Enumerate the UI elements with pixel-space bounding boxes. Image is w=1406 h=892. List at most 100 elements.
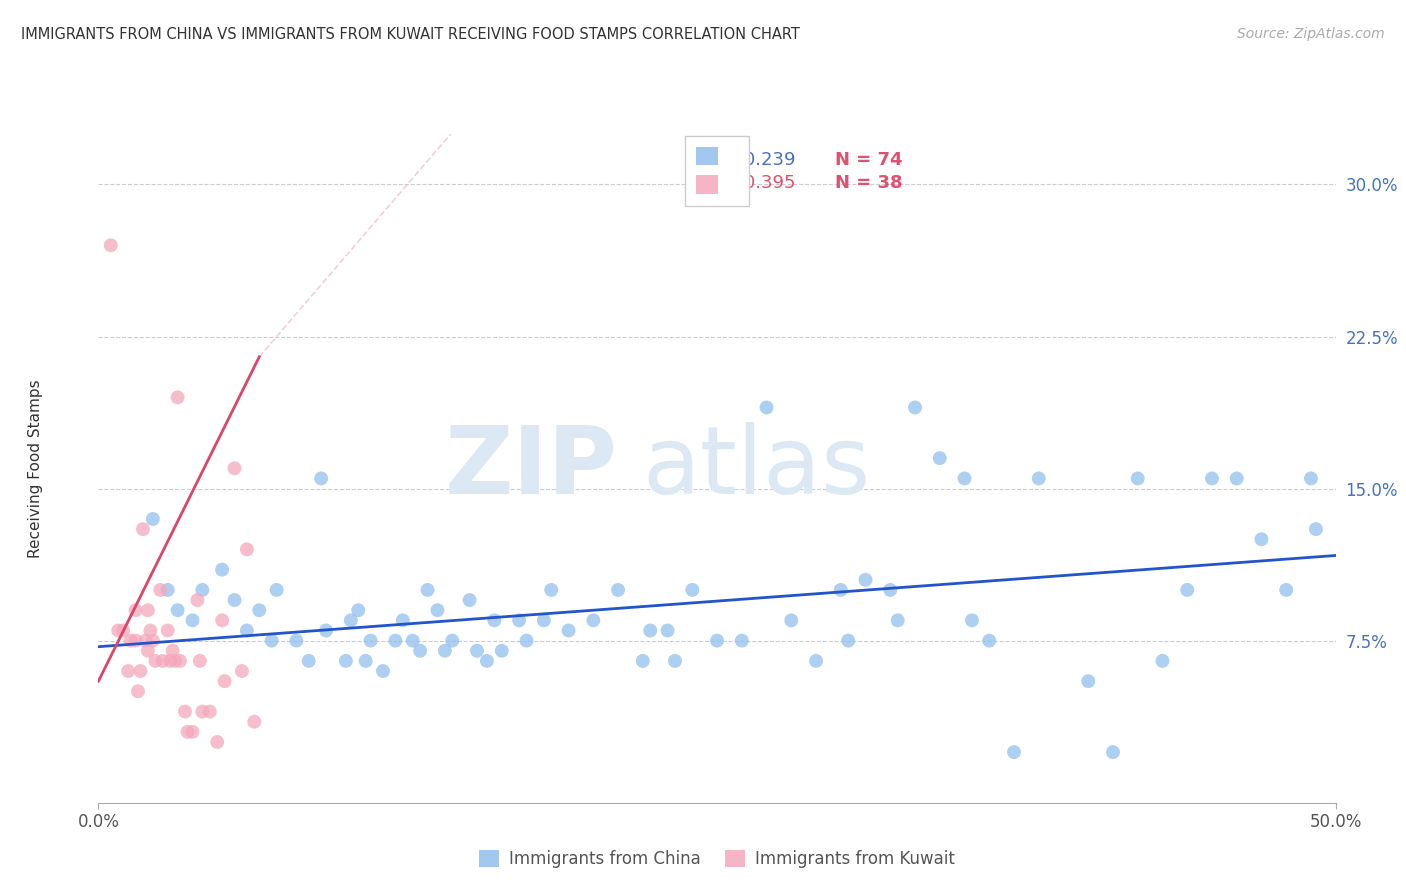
Point — [127, 684, 149, 698]
Point — [409, 644, 432, 658]
Point — [285, 633, 308, 648]
Point — [347, 603, 370, 617]
Point — [540, 582, 562, 597]
Point — [384, 633, 406, 648]
Text: Source: ZipAtlas.com: Source: ZipAtlas.com — [1237, 27, 1385, 41]
Point — [1152, 654, 1174, 668]
Point — [236, 542, 259, 557]
Point — [402, 633, 425, 648]
Point — [166, 390, 188, 404]
Point — [416, 582, 439, 597]
Point — [515, 633, 537, 648]
Text: N = 74: N = 74 — [835, 151, 903, 169]
Text: IMMIGRANTS FROM CHINA VS IMMIGRANTS FROM KUWAIT RECEIVING FOOD STAMPS CORRELATIO: IMMIGRANTS FROM CHINA VS IMMIGRANTS FROM… — [21, 27, 800, 42]
Point — [928, 451, 950, 466]
Point — [136, 644, 159, 658]
Point — [156, 582, 179, 597]
Point — [211, 563, 233, 577]
Point — [1299, 471, 1322, 485]
Point — [664, 654, 686, 668]
Point — [1226, 471, 1249, 485]
Point — [465, 644, 488, 658]
Point — [298, 654, 321, 668]
Point — [162, 644, 184, 658]
Point — [371, 664, 394, 678]
Point — [136, 603, 159, 617]
Point — [107, 624, 129, 638]
Point — [191, 582, 214, 597]
Point — [360, 633, 382, 648]
Point — [231, 664, 253, 678]
Point — [391, 613, 413, 627]
Point — [315, 624, 337, 638]
Point — [142, 512, 165, 526]
Point — [186, 593, 208, 607]
Point — [557, 624, 579, 638]
Point — [475, 654, 498, 668]
Point — [491, 644, 513, 658]
Point — [441, 633, 464, 648]
Point — [243, 714, 266, 729]
Point — [1305, 522, 1327, 536]
Point — [582, 613, 605, 627]
Point — [169, 654, 191, 668]
Point — [100, 238, 122, 252]
Point — [176, 724, 198, 739]
Text: ZIP: ZIP — [446, 422, 619, 515]
Point — [260, 633, 283, 648]
Text: R = 0.395: R = 0.395 — [704, 174, 796, 192]
Text: N = 38: N = 38 — [835, 174, 903, 192]
Point — [159, 654, 181, 668]
Point — [247, 603, 270, 617]
Point — [198, 705, 221, 719]
Point — [533, 613, 555, 627]
Point — [152, 654, 174, 668]
Point — [354, 654, 377, 668]
Point — [174, 705, 197, 719]
Point — [214, 674, 236, 689]
Point — [433, 644, 456, 658]
Point — [129, 664, 152, 678]
Point — [132, 522, 155, 536]
Point — [426, 603, 449, 617]
Point — [886, 613, 908, 627]
Y-axis label: Receiving Food Stamps: Receiving Food Stamps — [28, 379, 42, 558]
Point — [1175, 582, 1198, 597]
Point — [335, 654, 357, 668]
Point — [236, 624, 259, 638]
Point — [657, 624, 679, 638]
Point — [458, 593, 481, 607]
Point — [508, 613, 530, 627]
Point — [149, 582, 172, 597]
Point — [780, 613, 803, 627]
Point — [1002, 745, 1025, 759]
Point — [1028, 471, 1050, 485]
Point — [124, 633, 146, 648]
Point — [181, 613, 204, 627]
Point — [879, 582, 901, 597]
Point — [142, 633, 165, 648]
Point — [134, 633, 156, 648]
Legend: Immigrants from China, Immigrants from Kuwait: Immigrants from China, Immigrants from K… — [472, 843, 962, 875]
Point — [309, 471, 332, 485]
Point — [117, 664, 139, 678]
Point — [120, 633, 142, 648]
Point — [1077, 674, 1099, 689]
Point — [188, 654, 211, 668]
Point — [143, 654, 166, 668]
Point — [979, 633, 1001, 648]
Point — [631, 654, 654, 668]
Point — [156, 624, 179, 638]
Point — [484, 613, 506, 627]
Point — [340, 613, 363, 627]
Point — [855, 573, 877, 587]
Point — [224, 593, 246, 607]
Point — [904, 401, 927, 415]
Point — [1250, 533, 1272, 547]
Point — [638, 624, 661, 638]
Point — [830, 582, 852, 597]
Point — [266, 582, 288, 597]
Point — [124, 603, 146, 617]
Text: R = 0.239: R = 0.239 — [704, 151, 796, 169]
Point — [706, 633, 728, 648]
